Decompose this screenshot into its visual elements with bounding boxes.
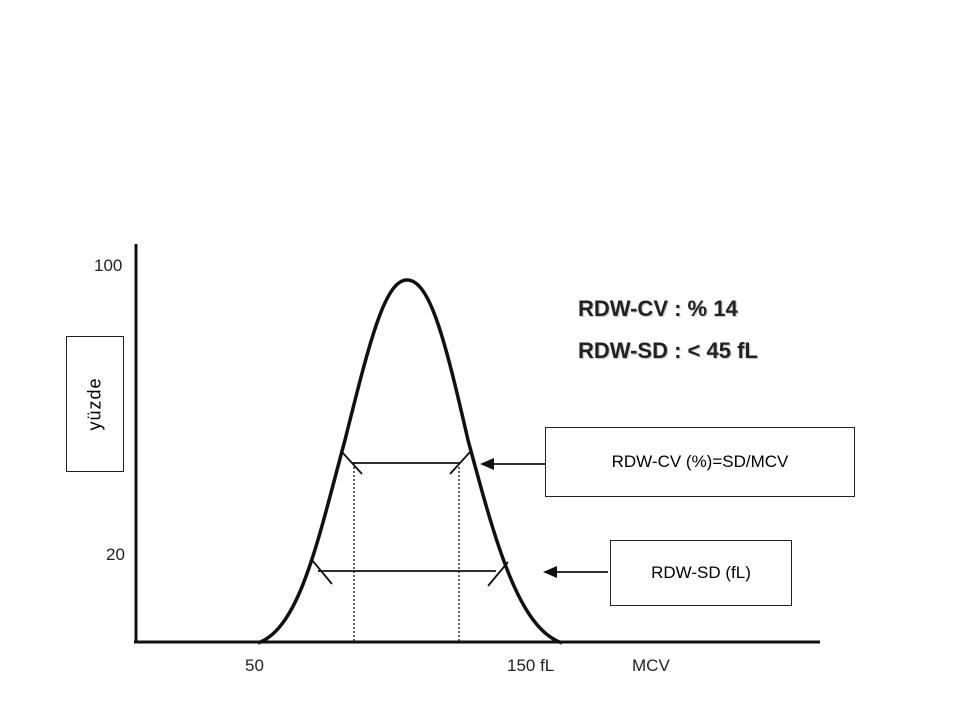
y-axis-label: yüzde <box>85 377 106 430</box>
sd-left-mark <box>312 560 332 584</box>
distribution-curve <box>258 280 562 643</box>
x-tick-150: 150 fL <box>507 656 554 676</box>
sd-right-mark <box>488 562 508 586</box>
sd-unit-box: RDW-SD (fL) <box>610 540 792 606</box>
x-axis-label: MCV <box>632 656 670 676</box>
cv-arrow-head <box>480 458 494 470</box>
cv-formula-box: RDW-CV (%)=SD/MCV <box>545 427 855 497</box>
cv-formula-text: RDW-CV (%)=SD/MCV <box>612 452 789 472</box>
y-axis-label-box: yüzde <box>66 336 124 472</box>
rdw-sd-value: RDW-SD : < 45 fL <box>578 338 758 364</box>
x-tick-50: 50 <box>245 656 264 676</box>
sd-unit-text: RDW-SD (fL) <box>651 563 751 583</box>
y-tick-20: 20 <box>106 545 125 565</box>
sd-arrow-head <box>543 566 557 578</box>
rdw-cv-value: RDW-CV : % 14 <box>578 296 738 322</box>
y-tick-100: 100 <box>94 256 122 276</box>
